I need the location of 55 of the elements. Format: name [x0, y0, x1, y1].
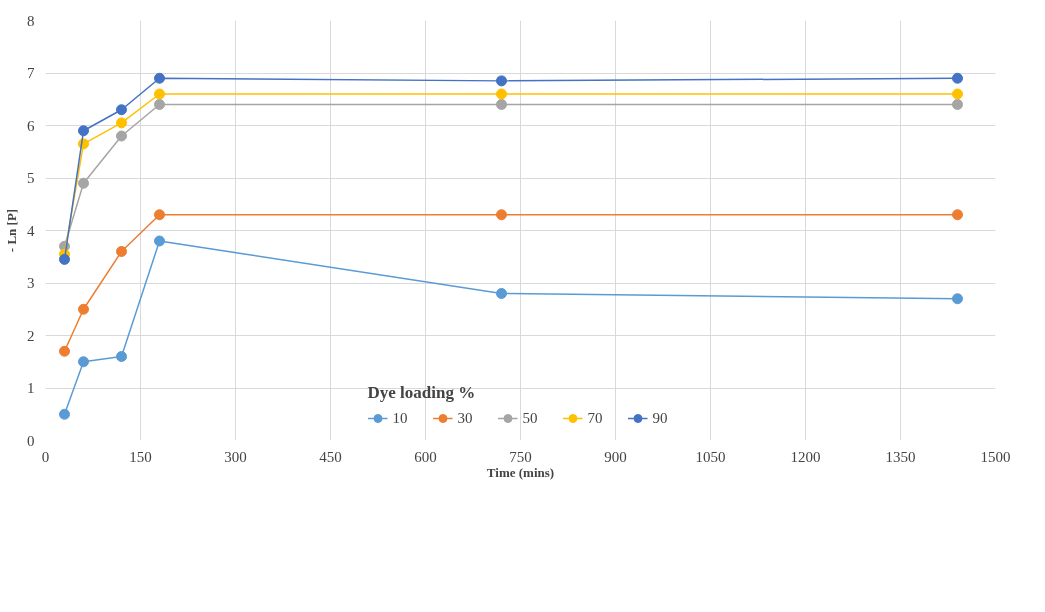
x-axis-title: Time (mins) — [486, 464, 555, 480]
y-tick-label: 2 — [27, 327, 35, 344]
point — [154, 209, 165, 221]
point — [496, 288, 507, 299]
x-tick-label: 1350 — [885, 448, 916, 465]
point — [496, 209, 507, 221]
legend-label: 30 — [457, 409, 474, 427]
legend-label: 90 — [652, 409, 669, 427]
legend-label: 50 — [522, 409, 539, 427]
x-tick-label: 1050 — [695, 448, 726, 465]
y-tick-label: 0 — [27, 432, 35, 449]
point — [952, 209, 963, 221]
point — [154, 99, 165, 110]
x-tick-label: 600 — [414, 448, 437, 465]
y-tick-label: 4 — [27, 222, 35, 239]
point — [952, 88, 963, 100]
point — [116, 351, 127, 362]
point — [116, 117, 127, 129]
x-tick-label: 150 — [129, 448, 152, 465]
x-tick-label: 1200 — [790, 448, 821, 465]
point — [496, 75, 507, 87]
point — [78, 356, 89, 368]
y-axis-title: - Ln [P] — [4, 208, 19, 253]
legend-title: Dye loading % — [367, 383, 477, 403]
point — [59, 408, 70, 420]
point — [952, 72, 963, 84]
x-tick-label: 300 — [224, 448, 247, 465]
point — [78, 125, 89, 137]
point — [116, 246, 127, 257]
y-tick-label: 5 — [27, 170, 35, 186]
point — [154, 72, 165, 84]
point — [496, 88, 507, 100]
x-tick-label: 750 — [509, 448, 532, 465]
point — [59, 253, 70, 265]
x-tick-label: 900 — [604, 448, 627, 465]
point — [116, 104, 127, 116]
point — [59, 345, 70, 357]
point — [116, 130, 127, 142]
y-tick-label: 1 — [27, 380, 35, 396]
legend-label: 70 — [587, 409, 604, 427]
x-tick-label: 450 — [319, 448, 342, 465]
x-tick-label: 1500 — [980, 448, 1011, 465]
y-tick-label: 6 — [27, 117, 35, 134]
point — [496, 99, 507, 110]
y-tick-label: 3 — [27, 275, 35, 291]
y-tick-label: 7 — [27, 65, 35, 81]
point — [154, 235, 165, 247]
point — [78, 303, 89, 315]
y-tick-label: 8 — [27, 12, 35, 29]
point — [154, 88, 165, 100]
x-tick-label: 0 — [41, 448, 50, 465]
point — [78, 177, 89, 189]
point — [952, 293, 963, 305]
legend-label: 10 — [392, 409, 409, 427]
point — [952, 99, 963, 110]
